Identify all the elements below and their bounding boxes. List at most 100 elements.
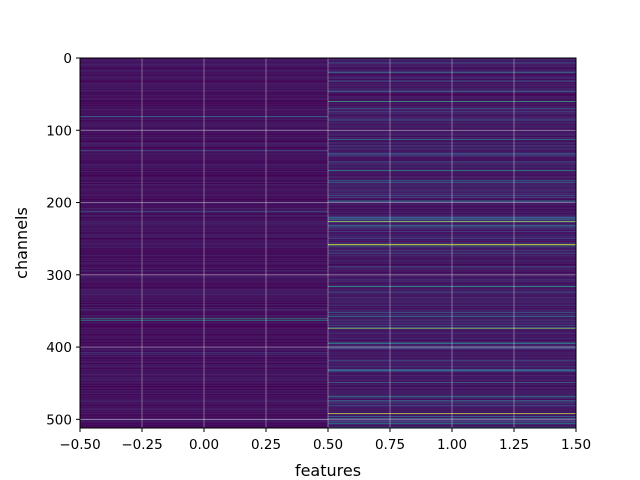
heatmap-cell [328, 325, 576, 326]
heatmap-cell [328, 150, 576, 152]
x-tick-label: 0.50 [313, 437, 343, 453]
heatmap-cell [80, 84, 328, 86]
heatmap-cell [328, 244, 576, 246]
heatmap-cell [328, 111, 576, 113]
heatmap-cell [80, 200, 328, 202]
heatmap-cell [80, 252, 328, 254]
heatmap-cell [80, 245, 328, 247]
heatmap-cell [80, 383, 328, 385]
heatmap-cell [328, 211, 576, 213]
heatmap-cell [328, 87, 576, 89]
heatmap-cell [328, 200, 576, 201]
heatmap-cell [80, 300, 328, 302]
heatmap-cell [80, 236, 328, 238]
heatmap-cell [80, 234, 328, 236]
heatmap-cell [328, 79, 576, 81]
heatmap-cell [80, 87, 328, 89]
heatmap-cell [80, 238, 328, 240]
heatmap-cell [80, 126, 328, 128]
heatmap-cell [328, 226, 576, 228]
heatmap-cell [328, 421, 576, 423]
heatmap-cell [328, 82, 576, 84]
heatmap-cell [80, 233, 328, 235]
heatmap-cell [328, 387, 576, 389]
heatmap-cell [80, 371, 328, 373]
heatmap-cell [80, 108, 328, 110]
heatmap-cell [80, 400, 328, 402]
heatmap-cell [80, 199, 328, 201]
heatmap-cell [80, 372, 328, 374]
heatmap-cell [80, 74, 328, 76]
heatmap-cell [328, 341, 576, 343]
heatmap-cell [80, 73, 328, 75]
heatmap-cell [80, 67, 328, 69]
heatmap-cell [80, 95, 328, 97]
heatmap-cell [80, 397, 328, 399]
heatmap-cell [80, 377, 328, 379]
heatmap-cell [328, 167, 576, 169]
heatmap-cell [80, 227, 328, 229]
heatmap-cell [328, 414, 576, 416]
heatmap-cell [328, 60, 576, 62]
heatmap-cell [80, 324, 328, 326]
heatmap-cell [328, 388, 576, 390]
heatmap-cell [80, 195, 328, 197]
heatmap-cell [328, 358, 576, 360]
heatmap-cell [80, 281, 328, 283]
heatmap-cell [80, 411, 328, 412]
heatmap-cell [80, 137, 328, 139]
heatmap-cell [80, 64, 328, 66]
heatmap-cell [80, 72, 328, 74]
heatmap-cell [80, 243, 328, 245]
heatmap-cell [328, 413, 576, 415]
heatmap-cell [80, 239, 328, 240]
heatmap-cell [328, 113, 576, 115]
heatmap-cell [80, 338, 328, 340]
heatmap-cell [80, 293, 328, 295]
heatmap-cell [328, 267, 576, 269]
heatmap-cell [80, 197, 328, 199]
heatmap-cell [328, 103, 576, 105]
heatmap-cell [328, 350, 576, 352]
heatmap-cell [328, 277, 576, 279]
heatmap-cell [328, 130, 576, 132]
heatmap-cell [80, 262, 328, 264]
heatmap-cell [80, 233, 328, 235]
heatmap-cell [80, 386, 328, 388]
heatmap-cell [328, 64, 576, 66]
heatmap-cell [80, 61, 328, 63]
heatmap-cell [328, 380, 576, 382]
heatmap-cell [80, 301, 328, 303]
heatmap-cell [328, 162, 576, 164]
heatmap-cell [328, 180, 576, 182]
heatmap-cell [80, 336, 328, 338]
heatmap-cell [328, 231, 576, 233]
heatmap-cell [80, 361, 328, 363]
heatmap-cell [80, 270, 328, 272]
heatmap-cell [328, 213, 576, 215]
heatmap-cell [328, 205, 576, 207]
heatmap-cell [328, 280, 576, 282]
heatmap-cell [80, 210, 328, 212]
heatmap-cell [328, 124, 576, 126]
heatmap-cell [328, 66, 576, 68]
heatmap-cell [328, 271, 576, 273]
heatmap-cell [80, 117, 328, 119]
heatmap-cell [80, 164, 328, 166]
heatmap-cell [328, 385, 576, 386]
heatmap-cell [328, 158, 576, 160]
heatmap-cell [328, 160, 576, 162]
heatmap-cell [328, 89, 576, 91]
heatmap-cell [328, 134, 576, 136]
heatmap-cell [80, 254, 328, 256]
heatmap-cell [80, 316, 328, 318]
heatmap-cell [328, 356, 576, 358]
heatmap-cell [80, 296, 328, 298]
heatmap-cell [328, 373, 576, 375]
heatmap-cell [328, 260, 576, 262]
heatmap-cell [328, 103, 576, 105]
heatmap-cell [328, 340, 576, 342]
heatmap-cell [328, 233, 576, 235]
heatmap-cell [328, 173, 576, 175]
heatmap-cell [328, 63, 576, 65]
